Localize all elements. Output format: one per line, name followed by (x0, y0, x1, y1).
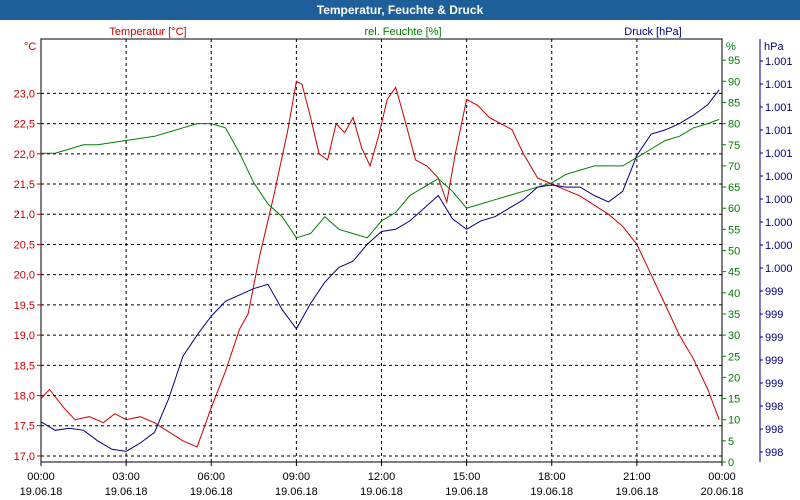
x-tick-label-time: 03:00 (112, 471, 140, 483)
humidity-axis-title: rel. Feuchte [%] (364, 26, 441, 38)
pressure-unit: hPa (764, 41, 784, 53)
temperature-unit: °C (24, 41, 36, 53)
temperature-tick-label: 23,0 (14, 88, 35, 100)
humidity-tick-label: 40 (728, 288, 740, 300)
temperature-tick-label: 22,0 (14, 149, 35, 161)
x-tick-label-date: 19.06.18 (275, 486, 318, 498)
pressure-tick-label: 1.000 (765, 171, 793, 183)
series-line-temperature (40, 80, 720, 448)
pressure-tick-label: 999 (765, 309, 783, 321)
temperature-tick-label: 17,5 (14, 421, 35, 433)
humidity-tick-label: 25 (728, 351, 740, 363)
x-tick-label-time: 18:00 (538, 471, 566, 483)
humidity-tick-label: 50 (728, 246, 740, 258)
axes: 00:00 19.06.18 03:00 19.06.18 06:00 19.06.18 0… (14, 39, 793, 498)
pressure-axis-title: Druck [hPa] (624, 26, 681, 38)
x-tick-label-date: 19.06.18 (20, 486, 63, 498)
pressure-tick-label: 999 (765, 286, 783, 298)
humidity-tick-label: 85 (728, 97, 740, 109)
humidity-tick-label: 30 (728, 330, 740, 342)
pressure-tick-label: 998 (765, 447, 783, 459)
pressure-tick-label: 1.000 (765, 217, 793, 229)
x-tick-label-time: 09:00 (283, 471, 311, 483)
x-tick-label-time: 12:00 (368, 471, 396, 483)
x-tick-label-time: 15:00 (453, 471, 481, 483)
temperature-tick-label: 20,5 (14, 239, 35, 251)
humidity-tick-label: 55 (728, 224, 740, 236)
humidity-tick-label: 75 (728, 140, 740, 152)
temperature-tick-label: 17,0 (14, 451, 35, 463)
pressure-tick-label: 1.001 (765, 148, 793, 160)
humidity-tick-label: 95 (728, 55, 740, 67)
x-tick-label-date: 19.06.18 (445, 486, 488, 498)
humidity-tick-label: 5 (728, 436, 734, 448)
pressure-tick-label: 1.000 (765, 194, 793, 206)
humidity-tick-label: 0 (728, 457, 734, 469)
pressure-tick-label: 998 (765, 424, 783, 436)
series-line-pressure (40, 89, 720, 452)
series-lines (40, 80, 720, 452)
grid-lines (41, 39, 722, 462)
pressure-tick-label: 1.001 (765, 125, 793, 137)
temperature-tick-label: 19,5 (14, 300, 35, 312)
pressure-tick-label: 998 (765, 401, 783, 413)
humidity-tick-label: 20 (728, 372, 740, 384)
x-tick-label-date: 19.06.18 (105, 486, 148, 498)
pressure-tick-label: 1.001 (765, 102, 793, 114)
x-tick-label-date: 19.06.18 (615, 486, 658, 498)
pressure-tick-label: 1.001 (765, 56, 793, 68)
humidity-tick-label: 65 (728, 182, 740, 194)
pressure-tick-label: 999 (765, 332, 783, 344)
pressure-tick-label: 999 (765, 355, 783, 367)
pressure-tick-label: 1.001 (765, 79, 793, 91)
temperature-tick-label: 20,0 (14, 270, 35, 282)
temperature-axis-title: Temperatur [°C] (109, 26, 186, 38)
x-tick-label-date: 19.06.18 (530, 486, 573, 498)
temperature-tick-label: 21,5 (14, 179, 35, 191)
chart-title: Temperatur, Feuchte & Druck (0, 0, 800, 20)
x-tick-label-time: 00:00 (27, 471, 55, 483)
series-line-humidity (41, 118, 720, 239)
temperature-tick-label: 18,0 (14, 391, 35, 403)
humidity-tick-label: 35 (728, 309, 740, 321)
x-tick-label-date: 19.06.18 (190, 486, 233, 498)
temperature-tick-label: 19,0 (14, 330, 35, 342)
x-tick-label-time: 00:00 (708, 471, 736, 483)
x-tick-label-date: 19.06.18 (360, 486, 403, 498)
humidity-tick-label: 80 (728, 119, 740, 131)
pressure-tick-label: 1.000 (765, 240, 793, 252)
humidity-tick-label: 90 (728, 76, 740, 88)
humidity-tick-label: 10 (728, 415, 740, 427)
humidity-tick-label: 70 (728, 161, 740, 173)
humidity-tick-label: 15 (728, 394, 740, 406)
x-tick-label-time: 21:00 (623, 471, 651, 483)
temperature-tick-label: 22,5 (14, 119, 35, 131)
pressure-tick-label: 999 (765, 378, 783, 390)
x-tick-label-date: 20.06.18 (701, 486, 744, 498)
humidity-tick-label: 45 (728, 267, 740, 279)
pressure-tick-label: 1.000 (765, 263, 793, 275)
humidity-unit: % (726, 41, 736, 53)
temperature-tick-label: 18,5 (14, 360, 35, 372)
temperature-tick-label: 21,0 (14, 209, 35, 221)
x-tick-label-time: 06:00 (197, 471, 225, 483)
humidity-tick-label: 60 (728, 203, 740, 215)
